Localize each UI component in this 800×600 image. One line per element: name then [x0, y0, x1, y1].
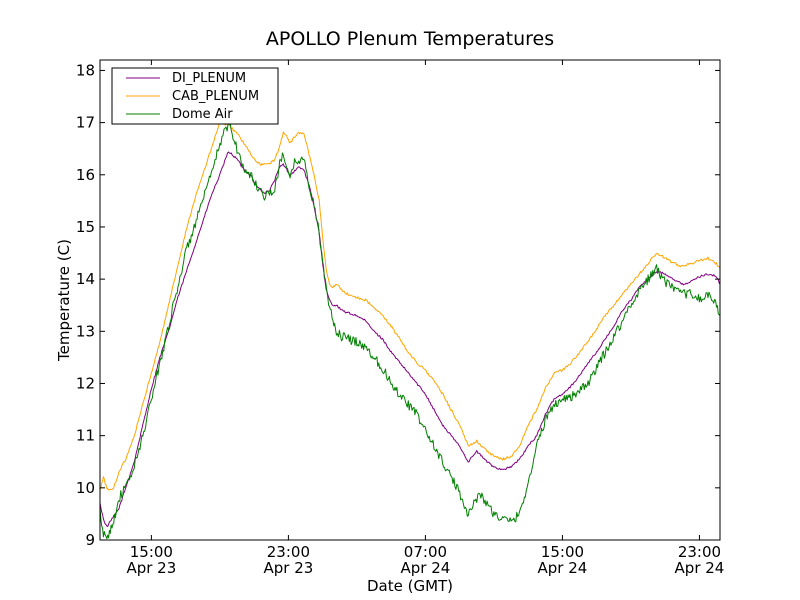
series-line-cab-plenum [99, 121, 721, 491]
legend-label-cab-plenum: CAB_PLENUM [172, 89, 259, 104]
legend-label-di-plenum: DI_PLENUM [172, 71, 246, 86]
y-axis-ticks: 9 10 11 12 13 14 15 16 17 18 [76, 61, 720, 549]
y-tick-label: 14 [76, 270, 95, 288]
x-tick-label-time: 15:00 [130, 543, 173, 561]
y-tick-label: 16 [76, 166, 95, 184]
y-tick-label: 17 [76, 114, 95, 132]
x-tick-label-time: 23:00 [678, 543, 721, 561]
x-tick-label-time: 15:00 [541, 543, 584, 561]
series-line-di-plenum [99, 151, 721, 527]
y-tick-label: 15 [76, 218, 95, 236]
x-axis-label: Date (GMT) [367, 577, 453, 595]
y-tick-label: 9 [85, 531, 95, 549]
y-tick-label: 12 [76, 374, 95, 392]
x-tick-label-date: Apr 24 [538, 559, 588, 577]
y-axis-label: Temperature (C) [55, 239, 73, 362]
y-tick-label: 18 [76, 61, 95, 79]
series-line-dome-air [99, 122, 721, 540]
series-layer [99, 121, 721, 540]
plot-area-frame [99, 59, 721, 541]
x-tick-label-date: Apr 23 [126, 559, 176, 577]
y-tick-label: 11 [76, 427, 95, 445]
x-tick-label-time: 23:00 [267, 543, 310, 561]
y-tick-label: 13 [76, 322, 95, 340]
legend-label-dome-air: Dome Air [172, 107, 233, 122]
x-tick-label-date: Apr 23 [263, 559, 313, 577]
x-tick-label-time: 07:00 [404, 543, 447, 561]
x-tick-label-date: Apr 24 [675, 559, 725, 577]
x-tick-label-date: Apr 24 [401, 559, 451, 577]
chart-title: APOLLO Plenum Temperatures [266, 28, 554, 50]
y-tick-label: 10 [76, 479, 95, 497]
legend: DI_PLENUM CAB_PLENUM Dome Air [111, 67, 279, 125]
